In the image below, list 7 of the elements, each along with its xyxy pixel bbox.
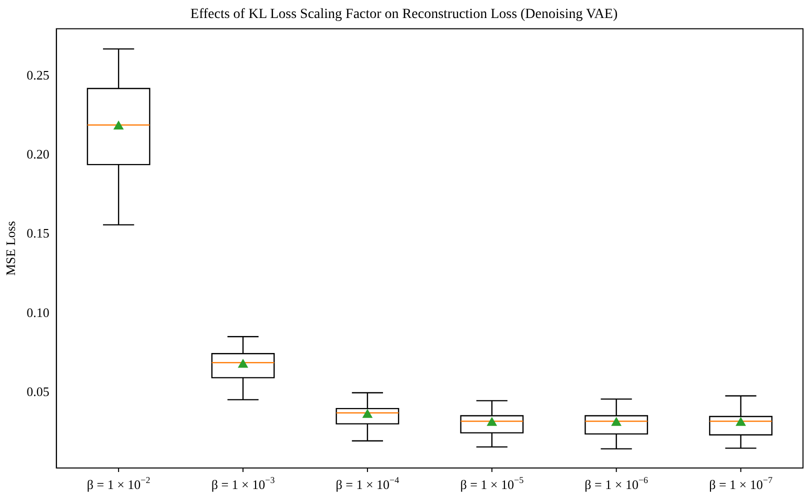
y-tick-label: 0.15 (26, 226, 50, 241)
y-tick-label: 0.10 (26, 304, 50, 320)
y-tick-label: 0.05 (26, 384, 50, 400)
y-axis-title: MSE Loss (3, 221, 18, 276)
y-tick-label: 0.25 (26, 67, 50, 82)
chart-title: Effects of KL Loss Scaling Factor on Reconstruction Loss (Denoising VAE) (190, 7, 618, 22)
y-tick-label: 0.20 (26, 146, 50, 162)
